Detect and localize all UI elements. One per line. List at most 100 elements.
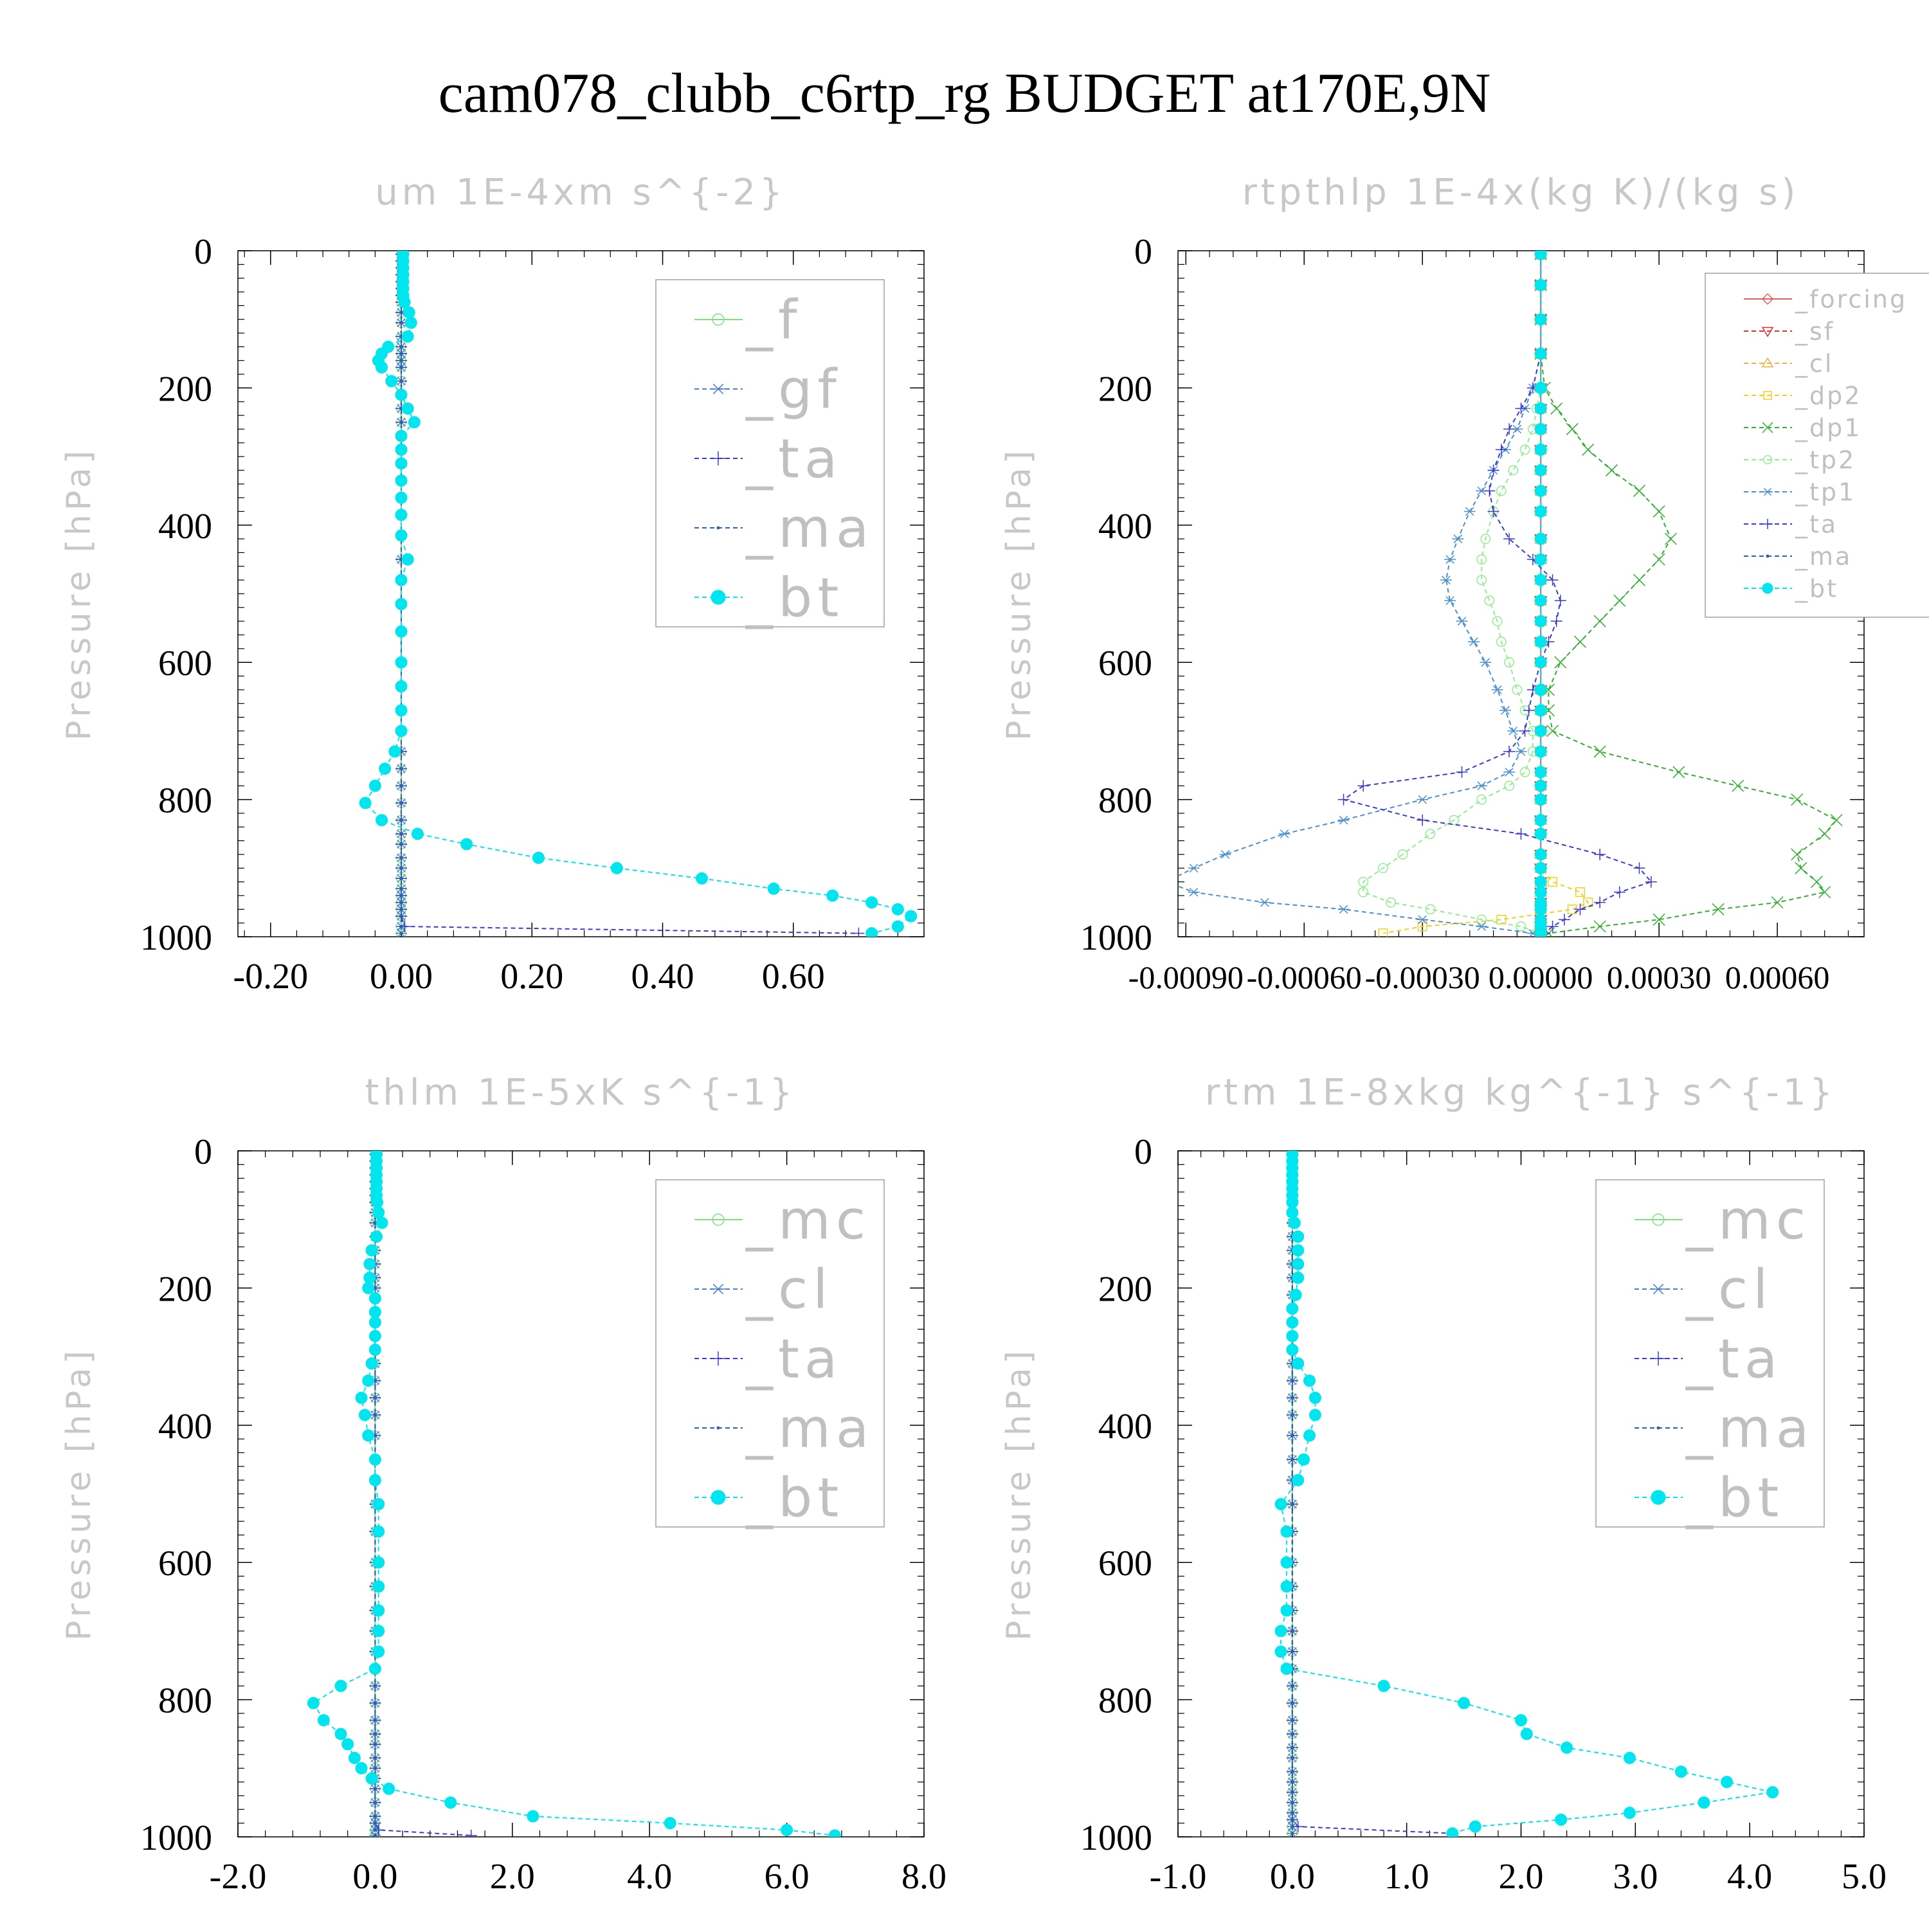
data-point <box>1291 1756 1294 1760</box>
data-point <box>1417 915 1429 925</box>
data-point <box>372 1580 385 1593</box>
data-point <box>379 763 392 775</box>
legend-item-forcing: _forcing <box>1744 285 1905 313</box>
data-point <box>1483 485 1496 497</box>
data-point <box>1291 1832 1294 1836</box>
data-point <box>1476 914 1487 925</box>
data-point <box>399 914 403 918</box>
data-point <box>373 1719 377 1722</box>
y-tick-label: 800 <box>158 781 212 821</box>
data-point <box>1161 878 1172 886</box>
data-point <box>1487 464 1499 476</box>
data-point <box>1358 887 1369 898</box>
data-point <box>1303 1429 1316 1442</box>
x-tick-label: 4.0 <box>627 1857 672 1897</box>
data-point <box>1566 422 1579 435</box>
data-point <box>334 1728 347 1740</box>
data-point <box>1519 766 1530 777</box>
legend-item-mc: _mc <box>694 1188 865 1251</box>
data-point <box>307 1697 320 1710</box>
legend-swatch-marker <box>1761 327 1774 338</box>
data-point <box>399 784 403 788</box>
data-point <box>1548 877 1558 887</box>
data-point <box>1258 898 1271 907</box>
data-point <box>1534 484 1547 497</box>
data-point <box>828 1829 841 1837</box>
legend-label: _bt <box>1795 574 1838 602</box>
data-point <box>373 1814 377 1818</box>
legend-label: _dp1 <box>1795 413 1861 442</box>
data-point <box>399 420 403 424</box>
data-point <box>368 1330 381 1342</box>
data-point <box>373 1413 377 1417</box>
data-point <box>1452 534 1464 543</box>
data-point <box>1534 725 1547 737</box>
series-dp2 <box>1378 251 1593 937</box>
data-point <box>1534 683 1547 696</box>
data-point <box>395 443 408 456</box>
series-line <box>1291 1154 1453 1834</box>
legend-box <box>1595 1179 1825 1528</box>
legend-swatch-marker <box>1651 1351 1665 1366</box>
data-point <box>1561 1741 1573 1754</box>
data-point <box>1309 1409 1321 1422</box>
x-tick-label: 3.0 <box>1613 1857 1658 1897</box>
legend-label: _tp2 <box>1795 446 1856 474</box>
data-point <box>1534 464 1547 476</box>
data-point <box>373 1221 377 1225</box>
x-tick-label: 0.00030 <box>1607 959 1712 995</box>
data-point <box>1534 848 1547 861</box>
data-point <box>395 704 408 717</box>
y-axis-label: Pressure [hPa] <box>60 1347 98 1641</box>
data-point <box>399 907 403 911</box>
y-tick-label: 200 <box>1098 369 1152 409</box>
data-point <box>376 1216 388 1229</box>
legend-item-bt: _bt <box>1635 1466 1779 1529</box>
data-point <box>1504 657 1515 668</box>
data-point <box>1575 887 1585 898</box>
data-point <box>334 1679 347 1692</box>
data-point <box>1292 1821 1304 1832</box>
data-point <box>1766 1786 1779 1799</box>
data-point <box>1550 402 1563 415</box>
legend-label: _cl <box>745 1258 833 1321</box>
data-point <box>1534 505 1547 518</box>
data-point <box>383 1782 395 1795</box>
y-tick-label: 0 <box>1134 1132 1152 1172</box>
data-point <box>1534 615 1547 627</box>
data-point <box>385 375 398 388</box>
legend-box <box>655 279 885 627</box>
data-point <box>1594 848 1606 860</box>
data-point <box>399 311 403 314</box>
legend: _mc _cl_ta_ma _bt <box>655 1179 885 1529</box>
data-point <box>1337 905 1350 914</box>
x-tick-label: -0.20 <box>233 957 308 997</box>
legend-swatch-marker <box>1761 357 1774 368</box>
series-bt <box>1534 251 1547 937</box>
data-point <box>373 1684 377 1688</box>
x-tick-label: 0.40 <box>631 957 694 997</box>
data-point <box>1534 704 1547 717</box>
legend-swatch-marker <box>1762 422 1773 433</box>
data-point <box>362 1374 375 1387</box>
data-point <box>395 529 408 542</box>
data-point <box>1653 913 1665 926</box>
data-point <box>1476 575 1487 586</box>
y-tick-label: 600 <box>1098 1544 1152 1584</box>
data-point <box>1664 532 1678 545</box>
legend-item-dp1: _dp1 <box>1744 413 1861 442</box>
data-point <box>376 814 388 827</box>
data-point <box>372 1645 385 1658</box>
plot-area <box>359 251 918 937</box>
data-point <box>368 1474 381 1486</box>
data-point <box>1830 814 1843 827</box>
series-line <box>1363 254 1542 934</box>
data-point <box>373 1834 377 1837</box>
x-tick-label: 6.0 <box>765 1857 810 1897</box>
data-point <box>1574 903 1586 916</box>
data-point <box>1503 423 1516 435</box>
legend-item-cl: _cl <box>694 1258 833 1321</box>
data-point <box>373 1787 377 1791</box>
data-point <box>1291 1684 1294 1688</box>
